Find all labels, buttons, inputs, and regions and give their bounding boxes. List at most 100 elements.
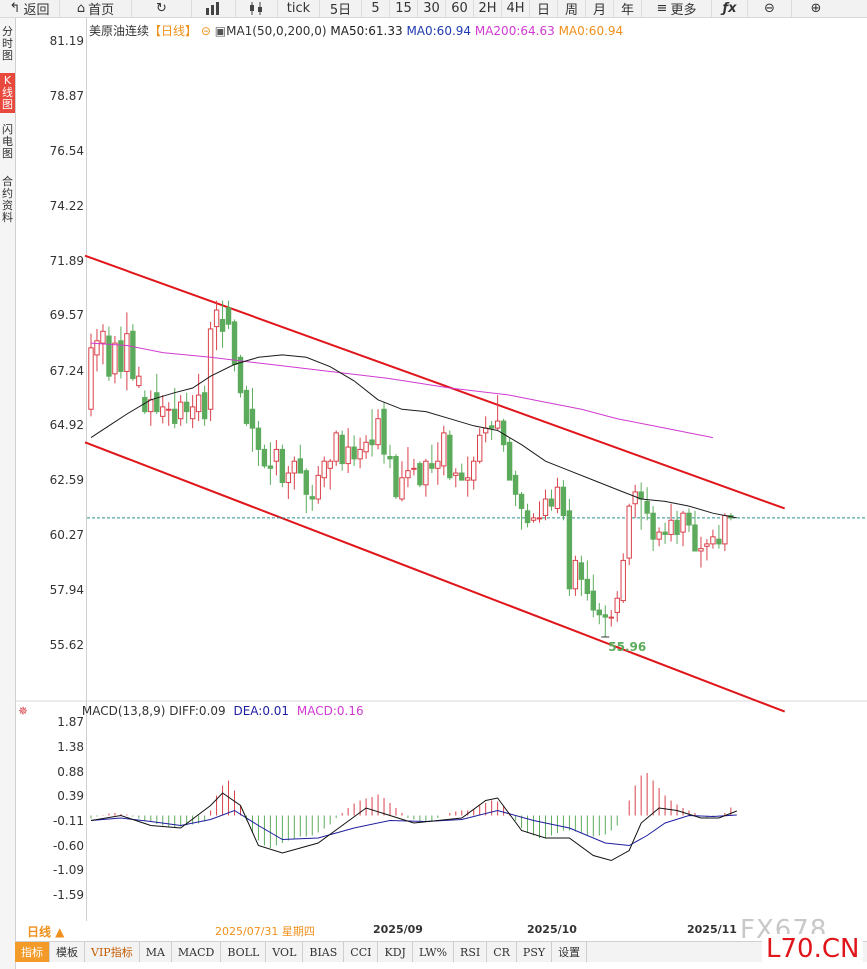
candle-body bbox=[148, 399, 154, 413]
candle bbox=[656, 527, 662, 547]
tab-vip-indicator[interactable]: VIP指标 bbox=[85, 942, 140, 962]
candle-body bbox=[357, 448, 363, 460]
period-5day[interactable]: 5日 bbox=[320, 0, 362, 18]
candle-body bbox=[279, 448, 286, 483]
tab-psy[interactable]: PSY bbox=[517, 942, 553, 962]
candle bbox=[536, 501, 543, 523]
tab-bias[interactable]: BIAS bbox=[303, 942, 345, 962]
candle-body bbox=[94, 340, 100, 356]
candle bbox=[512, 470, 519, 507]
candle-body bbox=[375, 418, 381, 446]
price-legend: 美原油连续【日线】 ⊝ ▣MA1(50,0,200,0) MA50:61.33 … bbox=[89, 22, 623, 39]
price-y-tick: 76.54 bbox=[49, 143, 84, 158]
sidebar-item-flash[interactable]: 闪电图 bbox=[2, 123, 13, 160]
sidebar: 分时图 K线图 闪电图 合约资料 bbox=[0, 18, 16, 969]
price-y-tick: 69.57 bbox=[49, 308, 84, 323]
candle-body bbox=[172, 408, 178, 424]
candle bbox=[363, 435, 369, 459]
candle-body bbox=[435, 460, 441, 469]
sidebar-item-contract-info[interactable]: 合约资料 bbox=[2, 175, 13, 224]
back-button[interactable]: ↰ 返回 bbox=[0, 0, 60, 18]
collapse-icon[interactable]: ⊝ bbox=[200, 24, 211, 38]
more-button[interactable]: ≡ 更多 bbox=[642, 0, 712, 18]
refresh-button[interactable]: ↻ bbox=[132, 0, 192, 17]
candle bbox=[154, 373, 160, 414]
candle-body bbox=[644, 500, 650, 514]
period-15min[interactable]: 15 bbox=[390, 0, 418, 17]
sidebar-item-kline[interactable]: K线图 bbox=[0, 73, 15, 113]
period-year[interactable]: 年 bbox=[614, 0, 642, 18]
period-60min[interactable]: 60 bbox=[446, 0, 474, 17]
period-4h[interactable]: 4H bbox=[502, 0, 530, 17]
period-5min[interactable]: 5 bbox=[362, 0, 390, 17]
ma200-line bbox=[90, 342, 713, 439]
candle bbox=[423, 458, 429, 497]
candle bbox=[106, 326, 112, 381]
candle bbox=[554, 477, 561, 514]
candle bbox=[183, 392, 190, 424]
tab-indicator[interactable]: 指标 bbox=[15, 942, 50, 962]
period-selector[interactable]: 日线 ▲ bbox=[27, 925, 65, 939]
candle bbox=[148, 390, 154, 426]
candlestick-button[interactable] bbox=[236, 0, 278, 17]
candle-body bbox=[124, 333, 130, 372]
candle-body bbox=[231, 321, 238, 365]
channel-lower-line bbox=[84, 441, 786, 713]
tab-boll[interactable]: BOLL bbox=[221, 942, 267, 962]
tab-cr[interactable]: CR bbox=[487, 942, 517, 962]
candle-body bbox=[465, 477, 471, 481]
period-month[interactable]: 月 bbox=[586, 0, 614, 18]
tick-button[interactable]: tick bbox=[278, 0, 320, 17]
candle-body bbox=[530, 517, 537, 521]
candle-body bbox=[614, 597, 620, 613]
ma50-line bbox=[90, 354, 737, 519]
tab-template[interactable]: 模板 bbox=[50, 942, 85, 962]
ma-settings-icon[interactable]: ▣ bbox=[214, 24, 227, 38]
home-button[interactable]: ⌂ 首页 bbox=[60, 0, 132, 18]
tab-lw[interactable]: LW% bbox=[413, 942, 455, 962]
candle-body bbox=[88, 347, 94, 410]
macd-diff: DIFF:0.09 bbox=[169, 704, 226, 718]
x-tick-2: 2025/10 bbox=[527, 923, 577, 936]
period-2h[interactable]: 2H bbox=[474, 0, 502, 17]
period-week[interactable]: 周 bbox=[558, 0, 586, 18]
zoom-out-button[interactable]: ⊖ bbox=[748, 0, 792, 17]
function-icon: ƒx bbox=[722, 1, 737, 16]
candle-body bbox=[166, 408, 172, 411]
macd-y-tick: 0.39 bbox=[57, 789, 84, 803]
tab-rsi[interactable]: RSI bbox=[454, 942, 488, 962]
formula-button[interactable]: ƒx bbox=[712, 0, 748, 17]
macd-y-tick: -1.09 bbox=[52, 863, 84, 877]
candle-body bbox=[680, 512, 686, 533]
candle-body bbox=[596, 609, 602, 616]
candle-body bbox=[608, 616, 614, 619]
candle-body bbox=[477, 434, 483, 462]
candle-body bbox=[106, 335, 112, 377]
tab-kdj[interactable]: KDJ bbox=[378, 942, 413, 962]
zoom-in-button[interactable]: ⊕ bbox=[792, 0, 840, 17]
period-day[interactable]: 日 bbox=[530, 0, 558, 18]
tab-macd[interactable]: MACD bbox=[172, 942, 222, 962]
x-tick-1: 2025/09 bbox=[373, 923, 423, 936]
candle bbox=[710, 529, 716, 549]
candle-body bbox=[255, 427, 262, 450]
candle-body bbox=[668, 519, 674, 535]
tab-vol[interactable]: VOL bbox=[266, 942, 304, 962]
price-y-tick: 60.27 bbox=[49, 528, 84, 543]
bar-chart-button[interactable] bbox=[192, 0, 236, 17]
candle bbox=[124, 312, 130, 391]
candle-body bbox=[602, 614, 608, 618]
candle-body bbox=[273, 448, 280, 462]
indicator-settings-icon[interactable]: ✵ bbox=[18, 704, 29, 718]
period-30min[interactable]: 30 bbox=[418, 0, 446, 17]
tab-ma[interactable]: MA bbox=[140, 942, 172, 962]
zoom-in-icon: ⊕ bbox=[810, 1, 822, 16]
candle bbox=[662, 522, 668, 544]
candle bbox=[381, 402, 387, 464]
tab-cci[interactable]: CCI bbox=[344, 942, 379, 962]
sidebar-item-timeshare[interactable]: 分时图 bbox=[2, 25, 13, 62]
candle-body bbox=[656, 531, 662, 540]
tab-settings[interactable]: 设置 bbox=[552, 942, 588, 962]
candle-body bbox=[722, 515, 728, 545]
